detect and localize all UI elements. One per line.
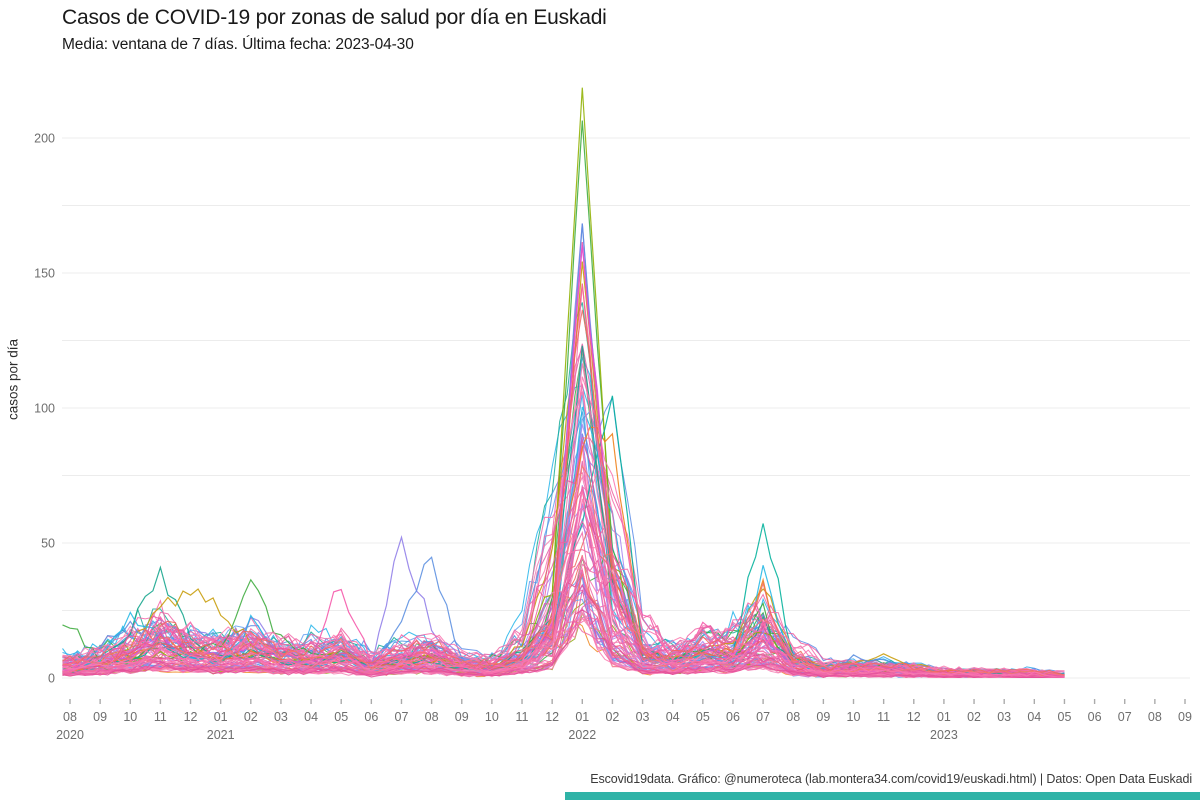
x-tick-label: 09 (816, 710, 830, 724)
x-tick-label: 08 (786, 710, 800, 724)
y-tick-label: 0 (48, 672, 55, 686)
x-tick-label: 07 (395, 710, 409, 724)
gridlines (62, 137, 1190, 679)
x-tick-label: 09 (455, 710, 469, 724)
x-tick-label: 08 (63, 710, 77, 724)
x-tick-label: 04 (666, 710, 680, 724)
zone-line (62, 261, 1065, 678)
x-tick-label: 10 (485, 710, 499, 724)
x-tick-label: 08 (425, 710, 439, 724)
x-tick-label: 03 (274, 710, 288, 724)
zone-lines (62, 87, 1065, 679)
zone-line (62, 609, 1065, 679)
x-tick-label: 10 (847, 710, 861, 724)
x-tick-label: 11 (154, 710, 167, 724)
x-tick-label: 05 (1058, 710, 1072, 724)
x-tick-label: 02 (605, 710, 619, 724)
x-tick-label: 12 (545, 710, 559, 724)
x-tick-label: 05 (696, 710, 710, 724)
x-tick-label: 01 (937, 710, 951, 724)
y-tick-label: 50 (41, 537, 55, 551)
x-tick-label: 05 (334, 710, 348, 724)
footer-accent-bar (565, 792, 1200, 800)
x-year-label: 2022 (568, 728, 596, 742)
zone-line (62, 498, 1065, 678)
y-tick-label: 200 (34, 132, 55, 146)
x-year-label: 2021 (207, 728, 235, 742)
x-tick-label: 06 (1088, 710, 1102, 724)
zone-line (62, 563, 1065, 678)
x-tick-label: 04 (304, 710, 318, 724)
x-tick-label: 02 (244, 710, 258, 724)
x-tick-label: 09 (1178, 710, 1192, 724)
x-tick-label: 06 (726, 710, 740, 724)
zone-line (62, 567, 1065, 679)
x-tick-label: 02 (967, 710, 981, 724)
y-axis-ticks: 0 50 100 150 200 (34, 132, 55, 686)
x-tick-label: 08 (1148, 710, 1162, 724)
zone-line (62, 309, 1065, 676)
x-tick-label: 12 (907, 710, 921, 724)
x-tick-label: 03 (997, 710, 1011, 724)
x-tick-label: 11 (516, 710, 529, 724)
x-tick-label: 12 (184, 710, 198, 724)
x-year-label: 2020 (56, 728, 84, 742)
x-tick-label: 07 (1118, 710, 1132, 724)
x-axis-ticks: 08 09 10 11 12 01 02 03 04 05 06 07 08 09 10 11 12 01 02 03… (56, 699, 1192, 742)
x-year-label: 2023 (930, 728, 958, 742)
x-tick-label: 03 (636, 710, 650, 724)
x-tick-label: 01 (575, 710, 589, 724)
x-tick-label: 10 (123, 710, 137, 724)
x-tick-label: 06 (364, 710, 378, 724)
x-tick-label: 04 (1027, 710, 1041, 724)
x-tick-label: 01 (214, 710, 228, 724)
x-tick-label: 11 (877, 710, 890, 724)
y-tick-label: 100 (34, 402, 55, 416)
page-title: Casos de COVID-19 por zonas de salud por… (62, 6, 607, 29)
footer-credit: Escovid19data. Gráfico: @numeroteca (lab… (590, 772, 1192, 786)
page-subtitle: Media: ventana de 7 días. Última fecha: … (62, 36, 414, 53)
x-tick-label: 07 (756, 710, 770, 724)
y-tick-label: 150 (34, 267, 55, 281)
x-tick-label: 09 (93, 710, 107, 724)
zone-line (62, 390, 1065, 676)
